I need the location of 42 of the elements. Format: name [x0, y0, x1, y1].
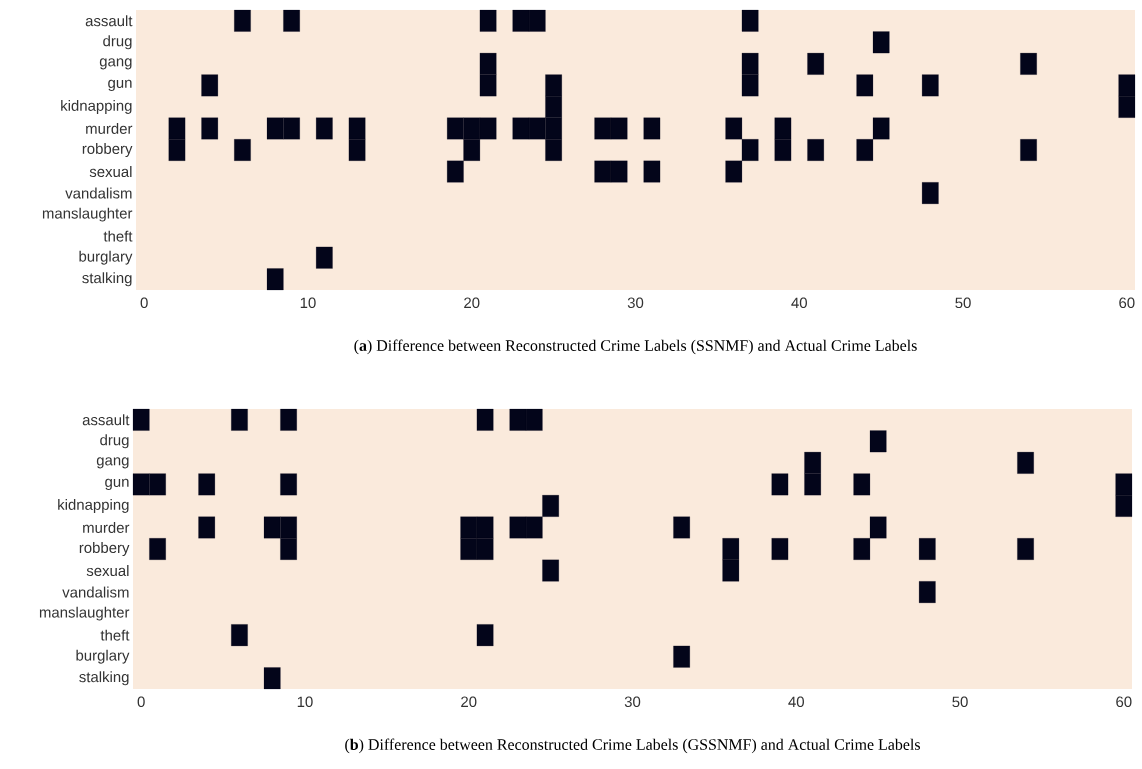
- x-tick-label: 50: [955, 297, 971, 309]
- x-tick-label: 20: [461, 696, 477, 708]
- y-tick-label: robbery: [82, 143, 133, 157]
- y-tick-label: stalking: [79, 671, 129, 686]
- y-tick-label: assault: [82, 414, 130, 426]
- x-tick-label: 60: [1116, 696, 1132, 708]
- x-tick-label: 60: [1119, 297, 1135, 309]
- x-tick-label: 50: [952, 696, 968, 708]
- x-tick-label: 0: [137, 696, 145, 708]
- y-tick-label: theft: [100, 629, 130, 641]
- x-tick-label: 10: [297, 696, 313, 708]
- y-tick-label: kidnapping: [58, 498, 129, 513]
- y-tick-label: vandalism: [62, 586, 129, 598]
- y-tick-label: burglary: [76, 649, 130, 664]
- x-tick-label: 0: [140, 297, 148, 309]
- x-tick-label: 10: [300, 297, 316, 309]
- y-tick-label: kidnapping: [61, 99, 132, 114]
- text: (a) Difference between Reconstructed Crime Labels (SSNMF) and Actual Crime Labels: [354, 339, 917, 355]
- y-tick-label: theft: [103, 230, 133, 242]
- x-tick-label: 40: [788, 696, 804, 708]
- y-tick-label: assault: [85, 15, 133, 27]
- y-tick-label: manslaughter: [39, 606, 130, 621]
- y-tick-label: gun: [108, 79, 132, 91]
- y-tick-label: manslaughter: [42, 207, 133, 222]
- y-tick-label: stalking: [82, 272, 132, 287]
- x-tick-label: 30: [624, 696, 641, 708]
- x-tick-label: 30: [627, 297, 644, 309]
- y-tick-label: drug: [103, 35, 132, 50]
- y-tick-label: murder: [83, 521, 130, 533]
- y-tick-label: sexual: [89, 166, 132, 178]
- y-tick-label: gang: [99, 58, 132, 70]
- y-tick-label: drug: [100, 434, 129, 449]
- y-tick-label: burglary: [79, 250, 133, 265]
- y-tick-label: sexual: [86, 565, 129, 577]
- x-tick-label: 20: [464, 297, 480, 309]
- y-tick-label: gang: [96, 457, 129, 469]
- y-tick-label: robbery: [79, 542, 130, 556]
- text: (b) Difference between Reconstructed Crime Labels (GSSNMF) and Actual Crime Labels: [345, 738, 920, 754]
- x-tick-label: 40: [791, 297, 807, 309]
- y-tick-label: vandalism: [65, 187, 132, 199]
- y-tick-label: murder: [86, 122, 133, 134]
- y-tick-label: gun: [105, 478, 129, 490]
